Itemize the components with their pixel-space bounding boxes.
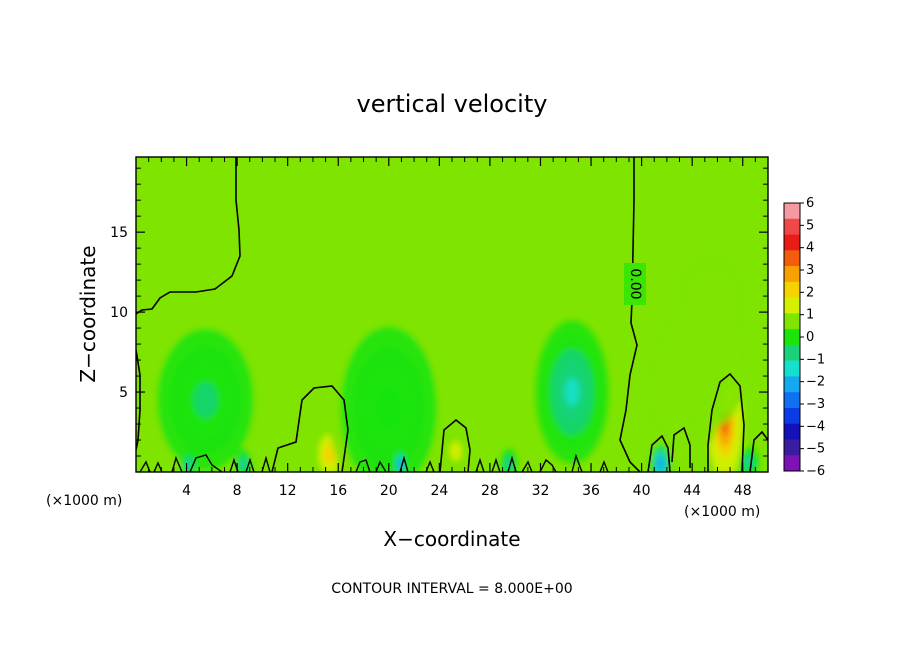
x-tick-label: 20 bbox=[380, 483, 398, 499]
contour-blob-47 bbox=[707, 372, 745, 472]
colorbar-tick-label: −2 bbox=[806, 375, 825, 390]
x-tick-label: 16 bbox=[329, 483, 347, 499]
colorbar-swatch bbox=[784, 203, 800, 220]
velocity-band bbox=[398, 460, 402, 468]
colorbar-swatch bbox=[784, 376, 800, 393]
velocity-feature bbox=[650, 443, 671, 472]
contour-line-edge-left bbox=[136, 349, 141, 451]
contour-label: 0.00 bbox=[624, 263, 646, 305]
contour-blob-43 bbox=[671, 426, 691, 468]
velocity-band bbox=[658, 459, 663, 469]
velocity-feature bbox=[500, 448, 517, 472]
velocity-field bbox=[144, 209, 768, 472]
colorbar-tick-label: 1 bbox=[806, 308, 814, 323]
velocity-band bbox=[193, 382, 218, 418]
colorbar: 6 5 4 3 2 1 0 −1 −2 −3 −4 −5 −6 bbox=[783, 196, 825, 479]
colorbar-swatch bbox=[784, 281, 800, 298]
contour-label-text: 0.00 bbox=[627, 268, 643, 299]
colorbar-swatch bbox=[784, 455, 800, 472]
contour-line-left bbox=[136, 157, 241, 315]
contour-dome-25 bbox=[439, 418, 471, 472]
velocity-feature bbox=[181, 448, 198, 472]
y-axis-ticks: 5 10 15 bbox=[110, 167, 768, 457]
colorbar-swatch bbox=[784, 329, 800, 346]
x-tick-label: 8 bbox=[233, 483, 242, 499]
colorbar-swatch bbox=[784, 266, 800, 283]
colorbar-swatch bbox=[784, 234, 800, 251]
colorbar-tick-label: 0 bbox=[806, 330, 814, 345]
x-tick-label: 12 bbox=[279, 483, 297, 499]
y-tick-label: 10 bbox=[110, 305, 128, 321]
contour-dome-15 bbox=[271, 385, 349, 472]
x-tick-label: 28 bbox=[481, 483, 499, 499]
velocity-band bbox=[452, 446, 460, 457]
velocity-feature bbox=[328, 305, 450, 472]
velocity-band bbox=[376, 387, 401, 429]
plot-area bbox=[136, 157, 768, 472]
x-unit-label: (×1000 m) bbox=[684, 504, 760, 520]
colorbar-swatch bbox=[784, 423, 800, 440]
colorbar-swatch bbox=[784, 250, 800, 267]
x-tick-label: 4 bbox=[182, 483, 191, 499]
x-tick-label: 24 bbox=[430, 483, 448, 499]
x-axis-label: X−coordinate bbox=[383, 527, 520, 551]
velocity-band bbox=[747, 459, 752, 466]
colorbar-tick-label: 6 bbox=[806, 196, 814, 211]
velocity-band bbox=[187, 460, 191, 468]
velocity-feature bbox=[144, 310, 267, 472]
velocity-band bbox=[564, 377, 580, 407]
y-tick-label: 15 bbox=[110, 225, 128, 241]
velocity-band bbox=[663, 376, 684, 408]
colorbar-tick-label: −1 bbox=[806, 352, 825, 367]
colorbar-tick-label: −5 bbox=[806, 442, 825, 457]
colorbar-tick-label: 5 bbox=[806, 218, 814, 233]
x-tick-label: 44 bbox=[683, 483, 701, 499]
colorbar-swatch bbox=[784, 360, 800, 377]
contour-ripples-surface bbox=[139, 453, 609, 472]
y-tick-label: 5 bbox=[119, 385, 128, 401]
y-axis-label: Z−coordinate bbox=[76, 245, 100, 382]
colorbar-swatch bbox=[784, 344, 800, 361]
x-tick-label: 40 bbox=[633, 483, 651, 499]
velocity-band bbox=[698, 291, 724, 333]
colorbar-swatch bbox=[784, 313, 800, 330]
contour-edge-right bbox=[749, 430, 768, 472]
colorbar-tick-label: 4 bbox=[806, 241, 814, 256]
colorbar-swatch bbox=[784, 439, 800, 456]
contour-interval-note: CONTOUR INTERVAL = 8.000E+00 bbox=[331, 581, 572, 597]
x-tick-label: 48 bbox=[734, 483, 752, 499]
velocity-feature bbox=[394, 448, 407, 472]
contour-line-right bbox=[619, 157, 641, 472]
colorbar-swatch bbox=[784, 218, 800, 235]
zero-contours bbox=[136, 157, 768, 472]
velocity-feature bbox=[650, 209, 768, 415]
colorbar-swatch bbox=[784, 392, 800, 409]
x-tick-label: 36 bbox=[582, 483, 600, 499]
colorbar-tick-label: 3 bbox=[806, 263, 814, 278]
velocity-feature bbox=[622, 315, 724, 469]
velocity-band bbox=[241, 460, 246, 468]
colorbar-tick-label: −4 bbox=[806, 419, 825, 434]
velocity-feature bbox=[439, 425, 472, 472]
y-unit-label: (×1000 m) bbox=[46, 493, 122, 509]
velocity-band bbox=[326, 449, 333, 460]
x-tick-label: 32 bbox=[532, 483, 550, 499]
chart-title: vertical velocity bbox=[357, 90, 548, 118]
colorbar-tick-label: 2 bbox=[806, 285, 814, 300]
colorbar-tick-label: −3 bbox=[806, 397, 825, 412]
x-axis-ticks: 4 8 12 16 20 24 28 32 36 40 44 48 bbox=[148, 157, 756, 499]
velocity-feature bbox=[535, 320, 609, 464]
colorbar-swatch bbox=[784, 297, 800, 314]
colorbar-tick-label: −6 bbox=[806, 464, 825, 479]
contour-blob-42 bbox=[647, 434, 671, 472]
colorbar-swatch bbox=[784, 407, 800, 425]
